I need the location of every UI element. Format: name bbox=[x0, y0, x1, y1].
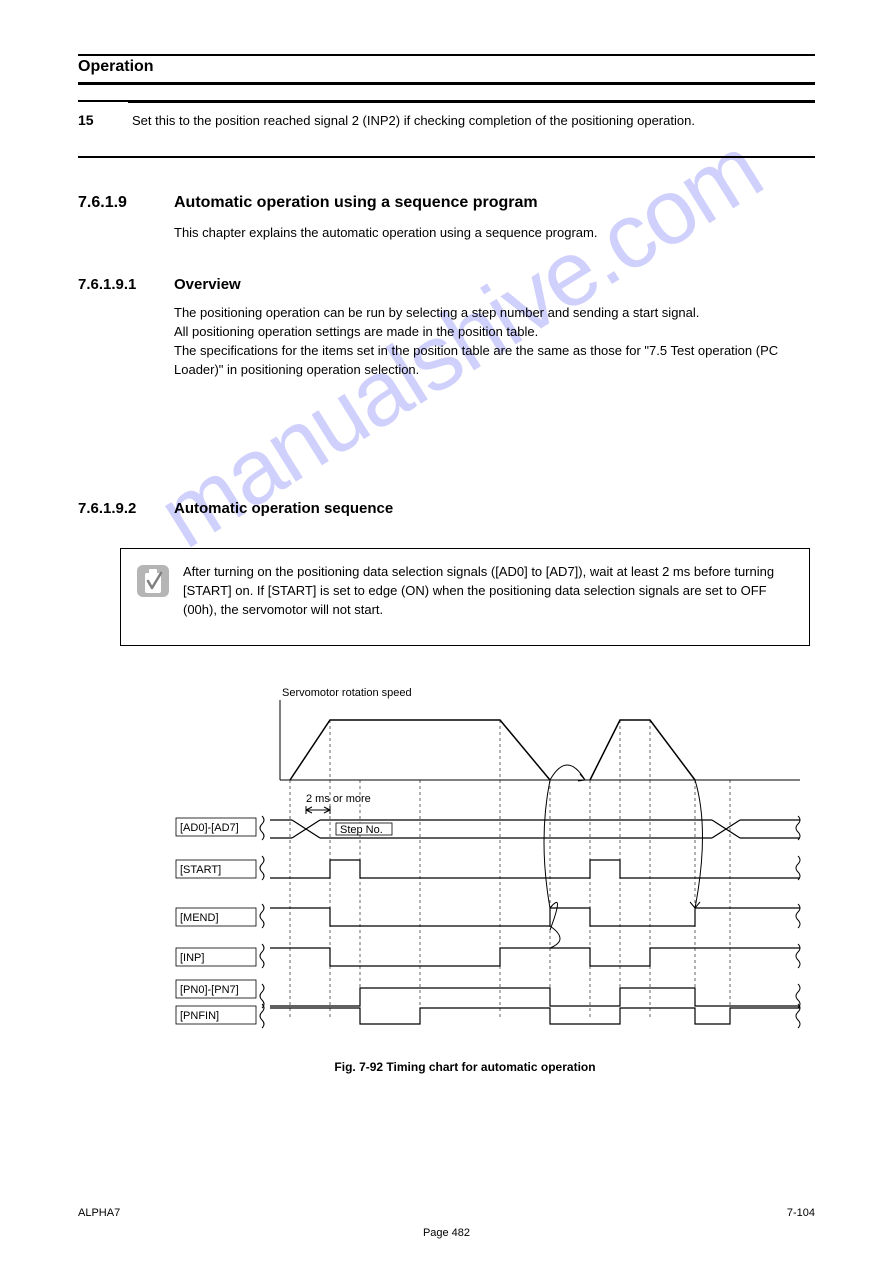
page-heading: Operation bbox=[78, 58, 154, 76]
subsection1-title: Overview bbox=[174, 276, 241, 293]
footer-left: ALPHA7 bbox=[78, 1207, 120, 1219]
table-rule-top2 bbox=[128, 100, 815, 103]
section-intro: This chapter explains the automatic oper… bbox=[174, 224, 815, 243]
fig-sig-0: [AD0]-[AD7] bbox=[180, 822, 239, 834]
table-step-desc: Set this to the position reached signal … bbox=[132, 112, 815, 131]
timing-figure: Servomotor rotation speed 2 ms or more S… bbox=[120, 680, 810, 1040]
table-step-number: 15 bbox=[78, 112, 118, 128]
fig-label-stepno: Step No. bbox=[340, 824, 383, 836]
fig-sig-4: [PN0]-[PN7] bbox=[180, 984, 239, 996]
fig-label-speed: Servomotor rotation speed bbox=[282, 687, 412, 699]
page-root: manualshive.com Operation 15 Set this to… bbox=[0, 0, 893, 1263]
fig-sig-2: [MEND] bbox=[180, 912, 219, 924]
rule-top bbox=[78, 54, 815, 56]
footer-right: 7-104 bbox=[787, 1207, 815, 1219]
fig-sig-3: [INP] bbox=[180, 952, 204, 964]
note-box: After turning on the positioning data se… bbox=[120, 548, 810, 646]
fig-sig-5: [PNFIN] bbox=[180, 1010, 219, 1022]
figure-caption: Fig. 7-92 Timing chart for automatic ope… bbox=[120, 1060, 810, 1074]
section-title: Automatic operation using a sequence pro… bbox=[174, 194, 538, 212]
subsection1-number: 7.6.1.9.1 bbox=[78, 276, 136, 293]
fig-sig-1: [START] bbox=[180, 864, 221, 876]
subsection1-body: The positioning operation can be run by … bbox=[174, 304, 815, 379]
section-number: 7.6.1.9 bbox=[78, 194, 127, 212]
subsection2-title: Automatic operation sequence bbox=[174, 500, 393, 517]
clipboard-icon bbox=[133, 561, 173, 601]
fig-label-hold: 2 ms or more bbox=[306, 793, 371, 805]
table-rule-bottom2 bbox=[128, 156, 815, 158]
subsection2-number: 7.6.1.9.2 bbox=[78, 500, 136, 517]
footer-page: Page 482 bbox=[0, 1227, 893, 1239]
rule-heading-below bbox=[78, 82, 815, 85]
note-text: After turning on the positioning data se… bbox=[183, 563, 797, 620]
